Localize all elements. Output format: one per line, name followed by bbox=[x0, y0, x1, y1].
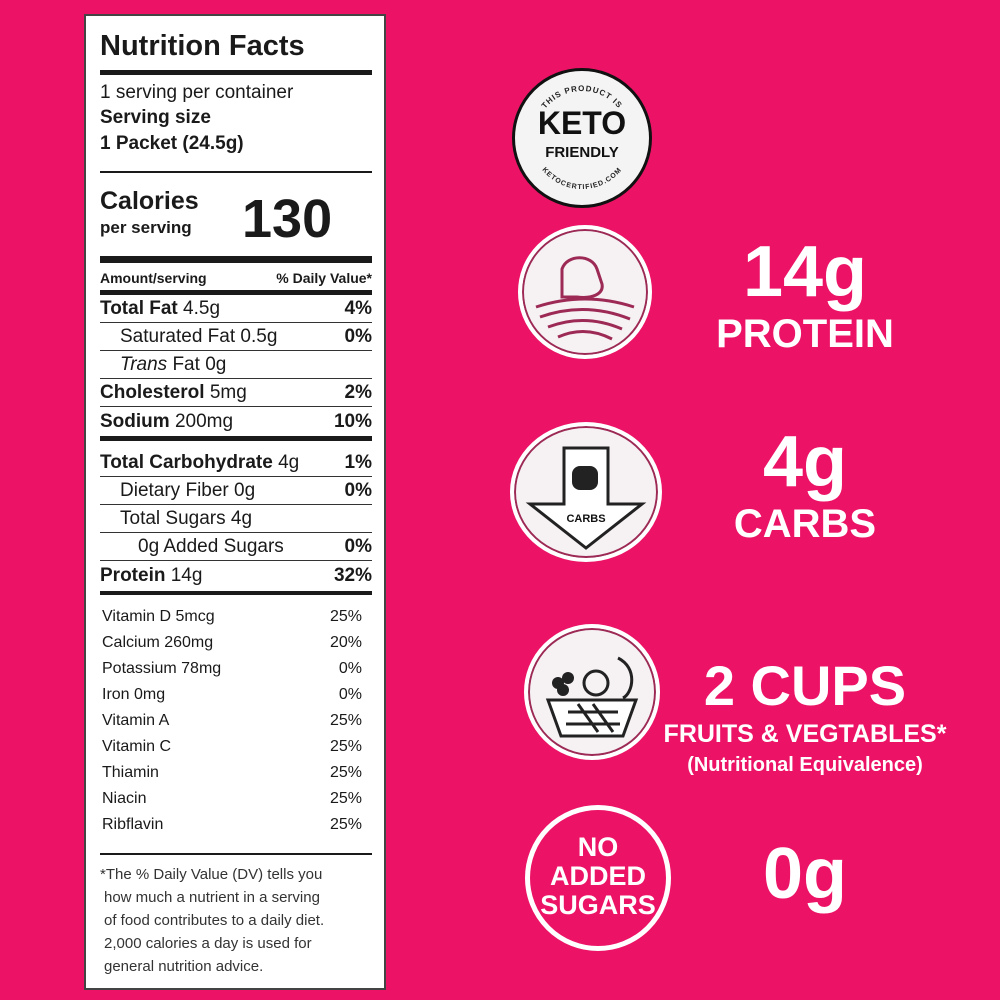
badge-ring-text: THIS PRODUCT IS KETOCERTIFIED.COM bbox=[540, 84, 623, 191]
sugars-icon-line: ADDED bbox=[549, 861, 646, 891]
vitamin-row: Niacin 25% bbox=[102, 790, 362, 807]
nutrient-row: Protein 14g 32% bbox=[100, 564, 372, 586]
nutrient-row: Saturated Fat 0.5g 0% bbox=[100, 325, 372, 351]
divider bbox=[100, 171, 372, 173]
footnote-line: general nutrition advice. bbox=[104, 958, 264, 975]
muscle-icon bbox=[518, 225, 652, 359]
nutrient-row: Total Sugars 4g bbox=[100, 507, 372, 533]
calories-value: 130 bbox=[242, 189, 333, 249]
label-title: Nutrition Facts bbox=[100, 30, 305, 62]
divider bbox=[100, 70, 372, 75]
carbs-label: CARBS bbox=[733, 502, 877, 546]
vitamin-row: Vitamin C 25% bbox=[102, 738, 362, 755]
sugars-icon-line: SUGARS bbox=[540, 890, 656, 920]
carbs-value: 4g bbox=[762, 422, 848, 502]
keto-friendly-badge: THIS PRODUCT IS KETOCERTIFIED.COM KETO F… bbox=[512, 68, 652, 208]
nutrient-row: Total Fat 4.5g 4% bbox=[100, 297, 372, 323]
vitamin-row: Iron 0mg 0% bbox=[102, 686, 362, 703]
per-serving: per serving bbox=[100, 218, 192, 237]
vitamin-row: Thiamin 25% bbox=[102, 764, 362, 781]
divider bbox=[100, 290, 372, 295]
footnote-line: how much a nutrient in a serving bbox=[104, 889, 320, 906]
vitamin-row: Vitamin A 25% bbox=[102, 712, 362, 729]
divider bbox=[100, 256, 372, 263]
sugars-value: 0g bbox=[762, 834, 848, 914]
vitamin-row: Potassium 78mg 0% bbox=[102, 660, 362, 677]
fruits-label: FRUITS & VEGTABLES* bbox=[663, 720, 947, 748]
vitamin-row: Calcium 260mg 20% bbox=[102, 634, 362, 651]
fruit-basket-icon bbox=[524, 624, 660, 760]
nutrient-row: 0g Added Sugars 0% bbox=[100, 535, 372, 561]
down-arrow-bread-icon: CARBS bbox=[510, 422, 662, 562]
footnote-line: of food contributes to a daily diet. bbox=[104, 912, 325, 929]
serving-size: 1 Packet (24.5g) bbox=[100, 133, 244, 154]
sugars-icon-line: NO bbox=[577, 832, 619, 862]
nutrient-row: Cholesterol 5mg 2% bbox=[100, 381, 372, 407]
nutrient-row: Sodium 200mg 10% bbox=[100, 410, 372, 432]
footnote-line: 2,000 calories a day is used for bbox=[104, 935, 312, 952]
badge-keto: KETO bbox=[537, 105, 627, 141]
nutrient-row: Total Carbohydrate 4g 1% bbox=[100, 451, 372, 477]
carbs-icon-text: CARBS bbox=[566, 513, 606, 525]
no-added-sugars-badge: NO ADDED SUGARS bbox=[525, 805, 671, 951]
badge-friendly: FRIENDLY bbox=[545, 144, 619, 161]
fruits-note: (Nutritional Equivalence) bbox=[687, 754, 923, 776]
serving-size-label: Serving size bbox=[100, 107, 211, 128]
protein-label: PROTEIN bbox=[716, 312, 894, 356]
nutrition-facts-label: Nutrition Facts 1 serving per container … bbox=[84, 14, 386, 990]
nutrient-row: Trans Fat 0g bbox=[100, 353, 372, 379]
vitamin-row: Vitamin D 5mcg 25% bbox=[102, 608, 362, 625]
vitamin-row: Ribflavin 25% bbox=[102, 816, 362, 833]
divider bbox=[100, 591, 372, 595]
divider bbox=[100, 436, 372, 441]
fruits-value: 2 CUPS bbox=[703, 654, 907, 717]
svg-text:KETOCERTIFIED.COM: KETOCERTIFIED.COM bbox=[540, 166, 623, 191]
footnote-line: *The % Daily Value (DV) tells you bbox=[100, 866, 323, 883]
nutrient-row: Dietary Fiber 0g 0% bbox=[100, 479, 372, 505]
servings: 1 serving per container bbox=[100, 82, 294, 103]
amount-header: Amount/serving bbox=[100, 270, 207, 286]
calories-label: Calories bbox=[100, 187, 199, 215]
dv-header: % Daily Value* bbox=[276, 270, 372, 286]
protein-value: 14g bbox=[742, 232, 868, 312]
divider bbox=[100, 853, 372, 855]
